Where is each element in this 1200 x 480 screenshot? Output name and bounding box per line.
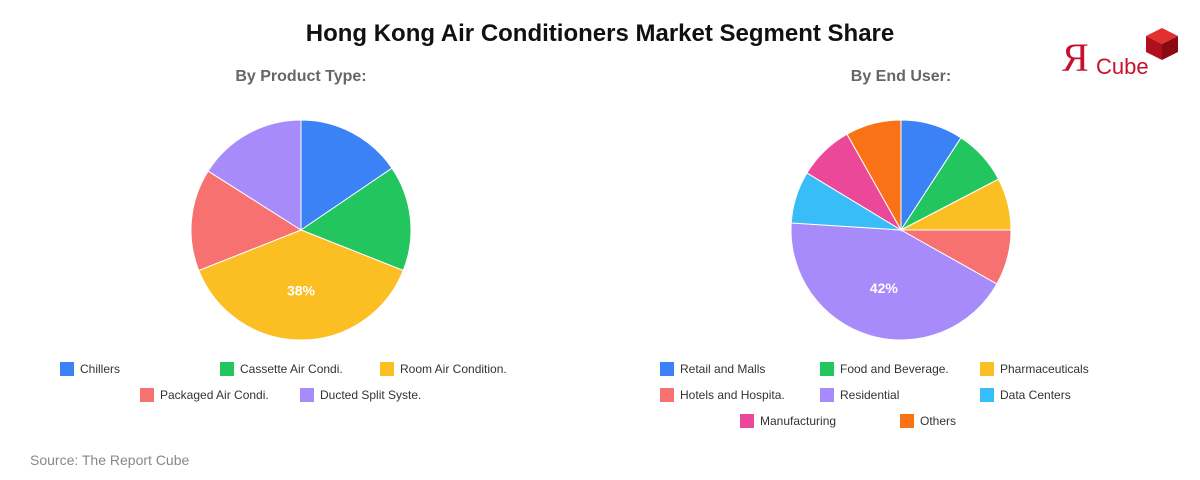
legend-label: Manufacturing [760, 414, 837, 428]
data-label-room-air-condition: 38% [287, 283, 316, 299]
logo-text: Cube [1096, 54, 1149, 79]
product-type-chart-title: By Product Type: [235, 68, 367, 85]
pie-slice-packaged-air-condi [190, 170, 303, 272]
legend-label: Others [920, 414, 957, 428]
legend-swatch [740, 414, 754, 428]
legend-label: Residential [840, 388, 900, 402]
legend-item-ducted-split-syste[interactable]: Ducted Split Syste. [300, 387, 421, 403]
data-label-residential: 42% [870, 280, 899, 296]
legend-label: Packaged Air Condi. [160, 388, 269, 402]
legend-item-cassette-air-condi[interactable]: Cassette Air Condi. [220, 361, 343, 377]
legend-label: Hotels and Hospita. [680, 388, 785, 402]
legend-item-chillers[interactable]: Chillers [60, 361, 120, 377]
legend-swatch [980, 388, 994, 402]
pie-slice-room-air-condition [198, 229, 404, 341]
legend-item-packaged-air-condi[interactable]: Packaged Air Condi. [140, 387, 269, 403]
pie-slice-others [846, 119, 902, 232]
legend-swatch [140, 388, 154, 402]
legend-label: Ducted Split Syste. [320, 388, 422, 402]
legend-label: Retail and Malls [680, 362, 766, 376]
pie-slice-ducted-split-syste [207, 119, 302, 231]
legend-label: Pharmaceuticals [1000, 362, 1089, 376]
logo-mark: Я [1062, 35, 1089, 80]
source-note: Source: The Report Cube [30, 452, 190, 468]
legend-label: Chillers [80, 362, 121, 376]
legend-swatch [660, 362, 674, 376]
legend-swatch [820, 362, 834, 376]
legend-swatch [300, 388, 314, 402]
pie-slice-cassette-air-condi [299, 167, 412, 272]
legend-item-manufacturing[interactable]: Manufacturing [740, 413, 836, 429]
legend-swatch [60, 362, 74, 376]
legend-swatch [980, 362, 994, 376]
legend-item-room-air-condition[interactable]: Room Air Condition. [380, 361, 507, 377]
legend-label: Data Centers [1000, 388, 1071, 402]
legend-swatch [820, 388, 834, 402]
legend-swatch [380, 362, 394, 376]
legend-swatch [660, 388, 674, 402]
legend-label: Room Air Condition. [400, 362, 507, 376]
legend-swatch [900, 414, 914, 428]
legend-item-others[interactable]: Others [900, 413, 956, 429]
legend-item-food-and-beverage[interactable]: Food and Beverage. [820, 361, 949, 377]
legend-item-residential[interactable]: Residential [820, 387, 899, 403]
end-user-pie-chart: 42% [790, 119, 1012, 341]
chart-title: Hong Kong Air Conditioners Market Segmen… [305, 20, 895, 47]
cube-icon [1146, 28, 1178, 60]
legend-item-pharmaceuticals[interactable]: Pharmaceuticals [980, 361, 1089, 377]
end-user-chart-title: By End User: [850, 68, 952, 85]
legend-label: Cassette Air Condi. [240, 362, 343, 376]
legend-item-hotels-and-hospita[interactable]: Hotels and Hospita. [660, 387, 785, 403]
legend-item-retail-and-malls[interactable]: Retail and Malls [660, 361, 765, 377]
product-type-pie-chart: 38% [190, 119, 412, 341]
legend-item-data-centers[interactable]: Data Centers [980, 387, 1071, 403]
legend-swatch [220, 362, 234, 376]
legend-label: Food and Beverage. [840, 362, 949, 376]
pie-slice-residential [790, 222, 998, 341]
report-cube-logo: Я Cube [1062, 26, 1182, 82]
pie-slice-chillers [300, 119, 393, 231]
